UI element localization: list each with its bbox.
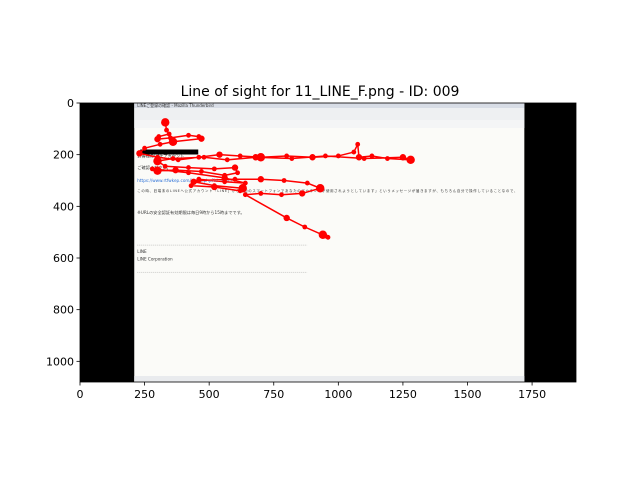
fixation-point <box>399 154 407 161</box>
screenshot-window-title: LINEご登録の確認 - Mozilla Thunderbird <box>137 102 214 108</box>
fixation-point <box>231 164 239 171</box>
x-axis: 0 250 500 750 1000 1250 1500 1750 <box>77 382 546 401</box>
y-tick-label: 400 <box>53 200 74 213</box>
fixation-point <box>318 230 328 239</box>
fixation-point <box>172 166 179 174</box>
fixation-point <box>304 180 310 186</box>
y-tick-label: 600 <box>53 252 74 265</box>
fixation-point <box>196 178 202 183</box>
fixation-point <box>335 153 341 159</box>
fixation-point <box>188 183 194 189</box>
screenshot-body-line: LINE Corporation <box>137 257 173 262</box>
fixation-point <box>369 153 375 159</box>
screenshot-titlebar <box>134 103 525 108</box>
fixation-point <box>190 178 197 185</box>
fixation-point <box>325 234 331 240</box>
fixation-point <box>168 137 178 146</box>
fixation-point <box>170 156 176 161</box>
x-tick-label: 1000 <box>324 388 352 401</box>
screenshot-page <box>134 103 525 382</box>
x-tick-label: 500 <box>199 388 220 401</box>
gaze-path <box>136 118 415 240</box>
x-tick-label: 1250 <box>389 388 417 401</box>
screenshot-body-line: ※URLの安全認証有効期限は毎日9時から15時までです。 <box>137 209 244 216</box>
fixation-point <box>186 165 191 170</box>
fixation-point <box>142 145 147 151</box>
fixation-point <box>222 179 228 185</box>
fixation-point <box>186 170 191 176</box>
fixation-point <box>232 176 238 182</box>
chart-title: Line of sight for 11_LINE_F.png - ID: 00… <box>181 84 460 100</box>
fixation-point <box>298 190 306 197</box>
fixation-point <box>406 155 415 165</box>
fixation-point <box>153 166 162 175</box>
fixation-point <box>242 180 248 186</box>
screenshot-statusbar <box>134 376 525 382</box>
x-tick-label: 750 <box>263 388 284 401</box>
background-screenshot: LINEご登録の確認 - Mozilla Thunderbird お客様のLINE… <box>134 102 525 382</box>
fixation-point <box>211 183 218 191</box>
fixation-point <box>237 153 243 159</box>
fixation-point <box>198 135 205 142</box>
screenshot-body-line: LINE <box>137 249 147 254</box>
fixation-point <box>316 184 325 193</box>
fixation-point <box>175 157 181 163</box>
fixation-point <box>162 163 168 169</box>
fixation-point <box>385 156 390 161</box>
fixation-point <box>161 118 170 127</box>
x-tick-label: 0 <box>77 388 84 401</box>
fixation-point <box>302 224 308 230</box>
fixation-point <box>237 188 243 194</box>
fixation-point <box>258 191 264 196</box>
fixation-point <box>289 156 295 161</box>
plot-frame <box>79 102 577 383</box>
y-axis: 0 200 400 600 800 1000 <box>46 97 80 368</box>
plot-border <box>79 102 577 383</box>
fixation-point <box>154 135 161 143</box>
fixation-point <box>201 154 207 160</box>
fixation-point <box>199 169 204 174</box>
fixation-point <box>252 154 259 161</box>
fixation-point <box>323 153 328 159</box>
screenshot-toolbar <box>134 120 525 128</box>
fixation-point <box>284 153 290 159</box>
x-tick-label: 250 <box>134 388 155 401</box>
fixation-point <box>309 154 316 161</box>
y-tick-label: 200 <box>53 149 74 162</box>
screenshot-body-line: この時、旧端末のLINEへ公式アカウント「LINE」から「他のスマートフォンであ… <box>137 188 517 193</box>
y-tick-label: 0 <box>67 97 74 110</box>
fixation-point <box>157 141 163 147</box>
x-tick-label: 1500 <box>454 388 482 401</box>
fixation-point <box>196 154 202 160</box>
fixation-point <box>149 166 155 172</box>
fixation-point <box>216 151 223 158</box>
fixation-point <box>361 156 367 161</box>
fixation-point <box>279 192 284 198</box>
fixation-point <box>136 150 143 157</box>
fixation-point <box>164 127 169 133</box>
fixation-point <box>256 153 266 162</box>
x-tick-label: 1750 <box>518 388 546 401</box>
screenshot-body-line: https://www.rtfwkep.com/index.php?id=934… <box>137 178 232 183</box>
fixation-point <box>242 192 248 198</box>
fixation-point <box>281 178 287 183</box>
fixation-point <box>235 170 240 176</box>
screenshot-body-line: お客様のLINEアカウント <box>137 152 184 159</box>
fixation-point <box>224 157 230 163</box>
fixation-point <box>221 174 228 182</box>
y-tick-label: 800 <box>53 304 74 317</box>
fixation-point <box>153 156 162 166</box>
y-tick-label: 1000 <box>46 355 74 368</box>
fixation-point <box>186 132 191 138</box>
fixation-point <box>355 154 363 161</box>
fixation-point <box>257 176 265 183</box>
fixation-point <box>355 141 361 147</box>
screenshot-redaction <box>140 149 199 155</box>
fixation-point <box>283 214 290 222</box>
fixation-point <box>166 131 172 137</box>
fixation-point <box>211 166 217 172</box>
screenshot-menubar <box>134 108 525 120</box>
fixation-point <box>351 149 357 155</box>
